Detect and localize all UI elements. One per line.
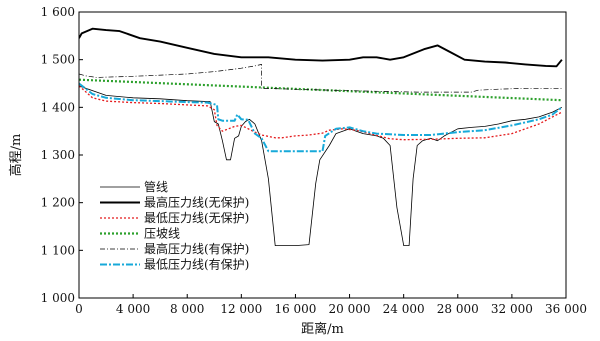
x-tick-label: 32 000 [491, 302, 533, 316]
y-tick-label: 1 300 [41, 148, 75, 162]
x-tick-label: 28 000 [437, 302, 479, 316]
x-tick-label: 16 000 [274, 302, 316, 316]
y-tick-label: 1 100 [41, 243, 75, 257]
x-tick-label: 8 000 [170, 302, 204, 316]
legend-label: 压坡线 [144, 227, 180, 241]
y-tick-label: 1 600 [41, 5, 75, 19]
x-tick-label: 24 000 [383, 302, 425, 316]
ticks-layer: 0 4 000 8 000 12 000 16 000 20 000 24 000 28 00… [41, 5, 587, 316]
legend-label: 最高压力线(有保护) [144, 241, 249, 256]
series-layer [79, 27, 563, 247]
series-line-min-pressure-protected [79, 82, 563, 153]
legend-label: 最高压力线(无保护) [144, 195, 249, 210]
series-line-max-pressure-protected [79, 64, 562, 93]
series-line-hydraulic-gradient [79, 78, 562, 102]
x-axis-title: 距离/m [301, 321, 344, 337]
x-tick-label: 4 000 [116, 302, 150, 316]
y-tick-label: 1 400 [41, 100, 75, 114]
y-tick-label: 1 000 [41, 291, 75, 305]
y-tick-label: 1 200 [41, 196, 75, 210]
series-line-min-pressure-unprotected [79, 85, 563, 141]
x-tick-label: 20 000 [329, 302, 371, 316]
series-line-pipeline [79, 85, 563, 247]
y-axis-title: 高程/m [8, 134, 24, 177]
legend-label: 最低压力线(无保护) [144, 211, 249, 225]
y-tick-label: 1 500 [41, 53, 75, 67]
legend-label: 最低压力线(有保护) [144, 258, 249, 272]
x-tick-label: 0 [75, 302, 83, 316]
x-tick-label: 12 000 [220, 302, 262, 316]
x-tick-label: 36 000 [545, 302, 587, 316]
series-line-max-pressure-unprotected [79, 27, 563, 68]
legend-label: 管线 [144, 179, 168, 194]
